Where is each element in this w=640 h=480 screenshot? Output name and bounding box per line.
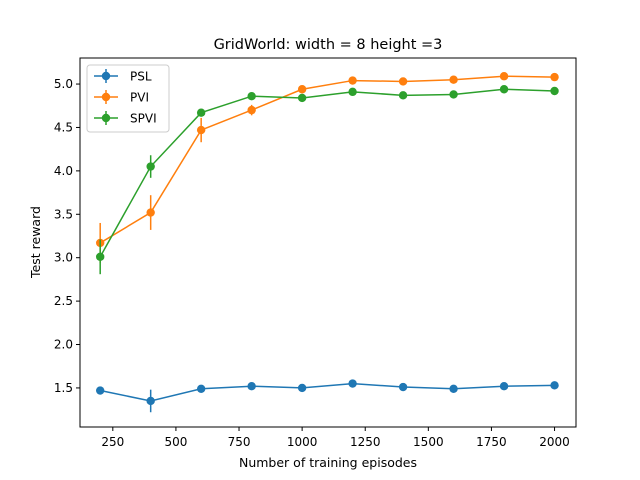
y-tick-label: 3.5 xyxy=(54,207,73,221)
x-tick-label: 1000 xyxy=(287,435,318,449)
y-tick-label: 2.5 xyxy=(54,294,73,308)
data-point xyxy=(95,386,105,395)
plot-frame xyxy=(79,57,577,428)
data-point xyxy=(247,381,256,391)
x-tick-label: 2000 xyxy=(539,435,570,449)
data-point xyxy=(297,383,307,393)
series-line xyxy=(99,75,555,244)
series-psl xyxy=(95,379,559,413)
data-point xyxy=(499,85,509,94)
legend-marker xyxy=(101,92,111,102)
legend-entry-spvi: SPVI xyxy=(94,111,157,126)
data-point xyxy=(146,396,155,406)
x-tick-label: 1250 xyxy=(350,435,381,449)
data-point xyxy=(499,381,509,391)
y-tick-label: 2.0 xyxy=(54,338,73,352)
x-tick-label: 1750 xyxy=(476,435,507,449)
data-point xyxy=(449,75,458,84)
data-point xyxy=(398,91,408,100)
legend-marker xyxy=(101,113,111,123)
y-tick-label: 1.5 xyxy=(54,381,73,395)
x-tick-label: 750 xyxy=(228,435,251,449)
legend-label: PSL xyxy=(130,70,152,84)
x-axis-label: Number of training episodes xyxy=(239,455,417,470)
legend: PSL PVI SPVI xyxy=(86,64,170,133)
x-tick-label: 1500 xyxy=(413,435,444,449)
data-point xyxy=(196,384,206,393)
data-point xyxy=(550,86,559,96)
y-tick-label: 4.5 xyxy=(54,120,73,134)
data-point xyxy=(348,76,357,85)
y-axis-label: Test reward xyxy=(28,206,43,279)
legend-entry-pvi: PVI xyxy=(94,90,149,105)
legend-label: SPVI xyxy=(130,112,157,126)
legend-entry-psl: PSL xyxy=(94,69,152,84)
data-point xyxy=(348,379,357,388)
data-point xyxy=(348,87,357,97)
legend-label: PVI xyxy=(130,91,149,105)
data-point xyxy=(247,92,256,101)
series-line xyxy=(99,88,555,258)
data-point xyxy=(146,162,155,171)
data-point xyxy=(449,384,458,393)
data-point xyxy=(550,381,559,390)
data-point xyxy=(499,72,509,81)
data-point xyxy=(449,90,458,99)
data-point xyxy=(297,93,307,103)
series-layer xyxy=(95,72,559,413)
data-point xyxy=(398,77,408,86)
y-axis: 1.5 2.0 2.5 3.0 3.5 4.0 4.5 5.0 xyxy=(54,77,80,395)
data-point xyxy=(398,382,408,392)
legend-entries: PSL PVI SPVI xyxy=(94,69,157,126)
data-point xyxy=(247,105,256,115)
data-point xyxy=(196,108,206,117)
data-point xyxy=(196,125,206,135)
y-tick-label: 3.0 xyxy=(54,251,73,265)
x-tick-label: 250 xyxy=(101,435,124,449)
data-point xyxy=(297,85,307,94)
chart-title: GridWorld: width = 8 height =3 xyxy=(214,37,443,53)
y-tick-label: 5.0 xyxy=(54,77,73,91)
series-spvi xyxy=(95,85,559,275)
x-axis: 250 500 750 1000 1250 1500 1750 2000 xyxy=(101,427,570,449)
legend-marker xyxy=(101,71,111,81)
data-point xyxy=(95,252,105,262)
x-tick-label: 500 xyxy=(164,435,187,449)
series-line xyxy=(100,382,555,402)
y-tick-label: 4.0 xyxy=(54,164,73,178)
data-point xyxy=(146,208,155,217)
data-point xyxy=(550,72,559,82)
legend-frame xyxy=(86,64,170,133)
